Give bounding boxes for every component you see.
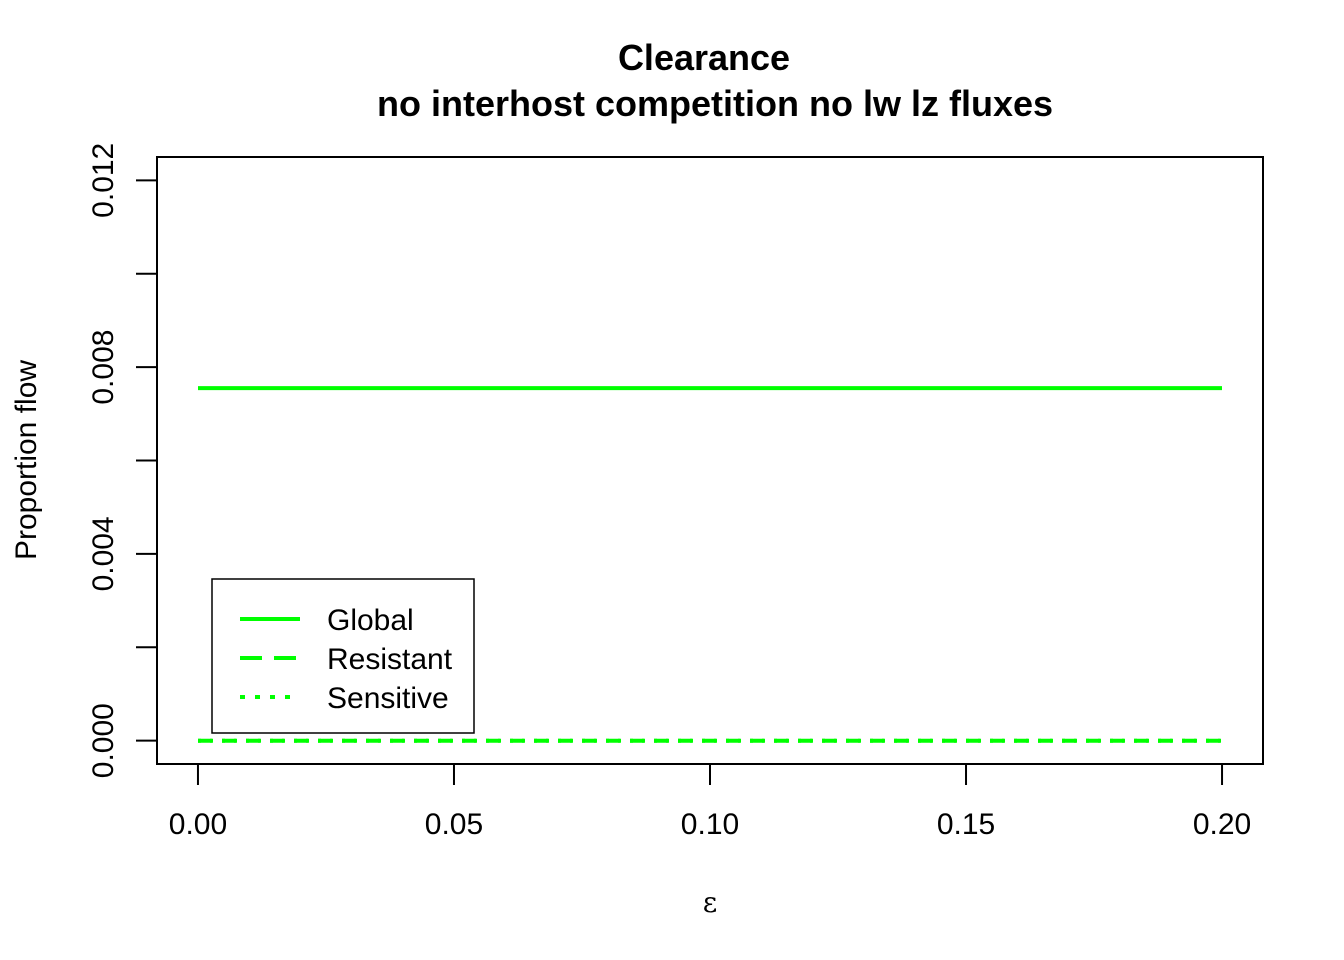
x-tick-label: 0.10 bbox=[681, 808, 739, 841]
y-tick-label: 0.000 bbox=[87, 703, 120, 778]
chart-title: Clearance bbox=[618, 37, 790, 78]
legend-label-sensitive: Sensitive bbox=[327, 682, 449, 715]
legend-box bbox=[211, 578, 475, 734]
y-tick-label: 0.004 bbox=[87, 516, 120, 591]
series-layer bbox=[198, 386, 1222, 743]
x-axis: 0.00 0.05 0.10 0.15 0.20 bbox=[169, 763, 1251, 841]
x-tick-label: 0.20 bbox=[1193, 808, 1251, 841]
legend: Global Resistant Sensitive bbox=[211, 578, 475, 734]
y-tick-label: 0.012 bbox=[87, 143, 120, 218]
y-axis-label: Proportion flow bbox=[10, 360, 43, 560]
x-tick-label: 0.00 bbox=[169, 808, 227, 841]
legend-label-global: Global bbox=[327, 604, 414, 637]
y-axis: 0.000 0.004 0.008 0.012 bbox=[87, 143, 158, 778]
x-tick-label: 0.15 bbox=[937, 808, 995, 841]
x-axis-label: ε bbox=[703, 886, 718, 919]
x-tick-label: 0.05 bbox=[425, 808, 483, 841]
legend-label-resistant: Resistant bbox=[327, 643, 453, 676]
chart-subtitle: no interhost competition no lw lz fluxes bbox=[377, 83, 1053, 124]
y-tick-label: 0.008 bbox=[87, 330, 120, 405]
